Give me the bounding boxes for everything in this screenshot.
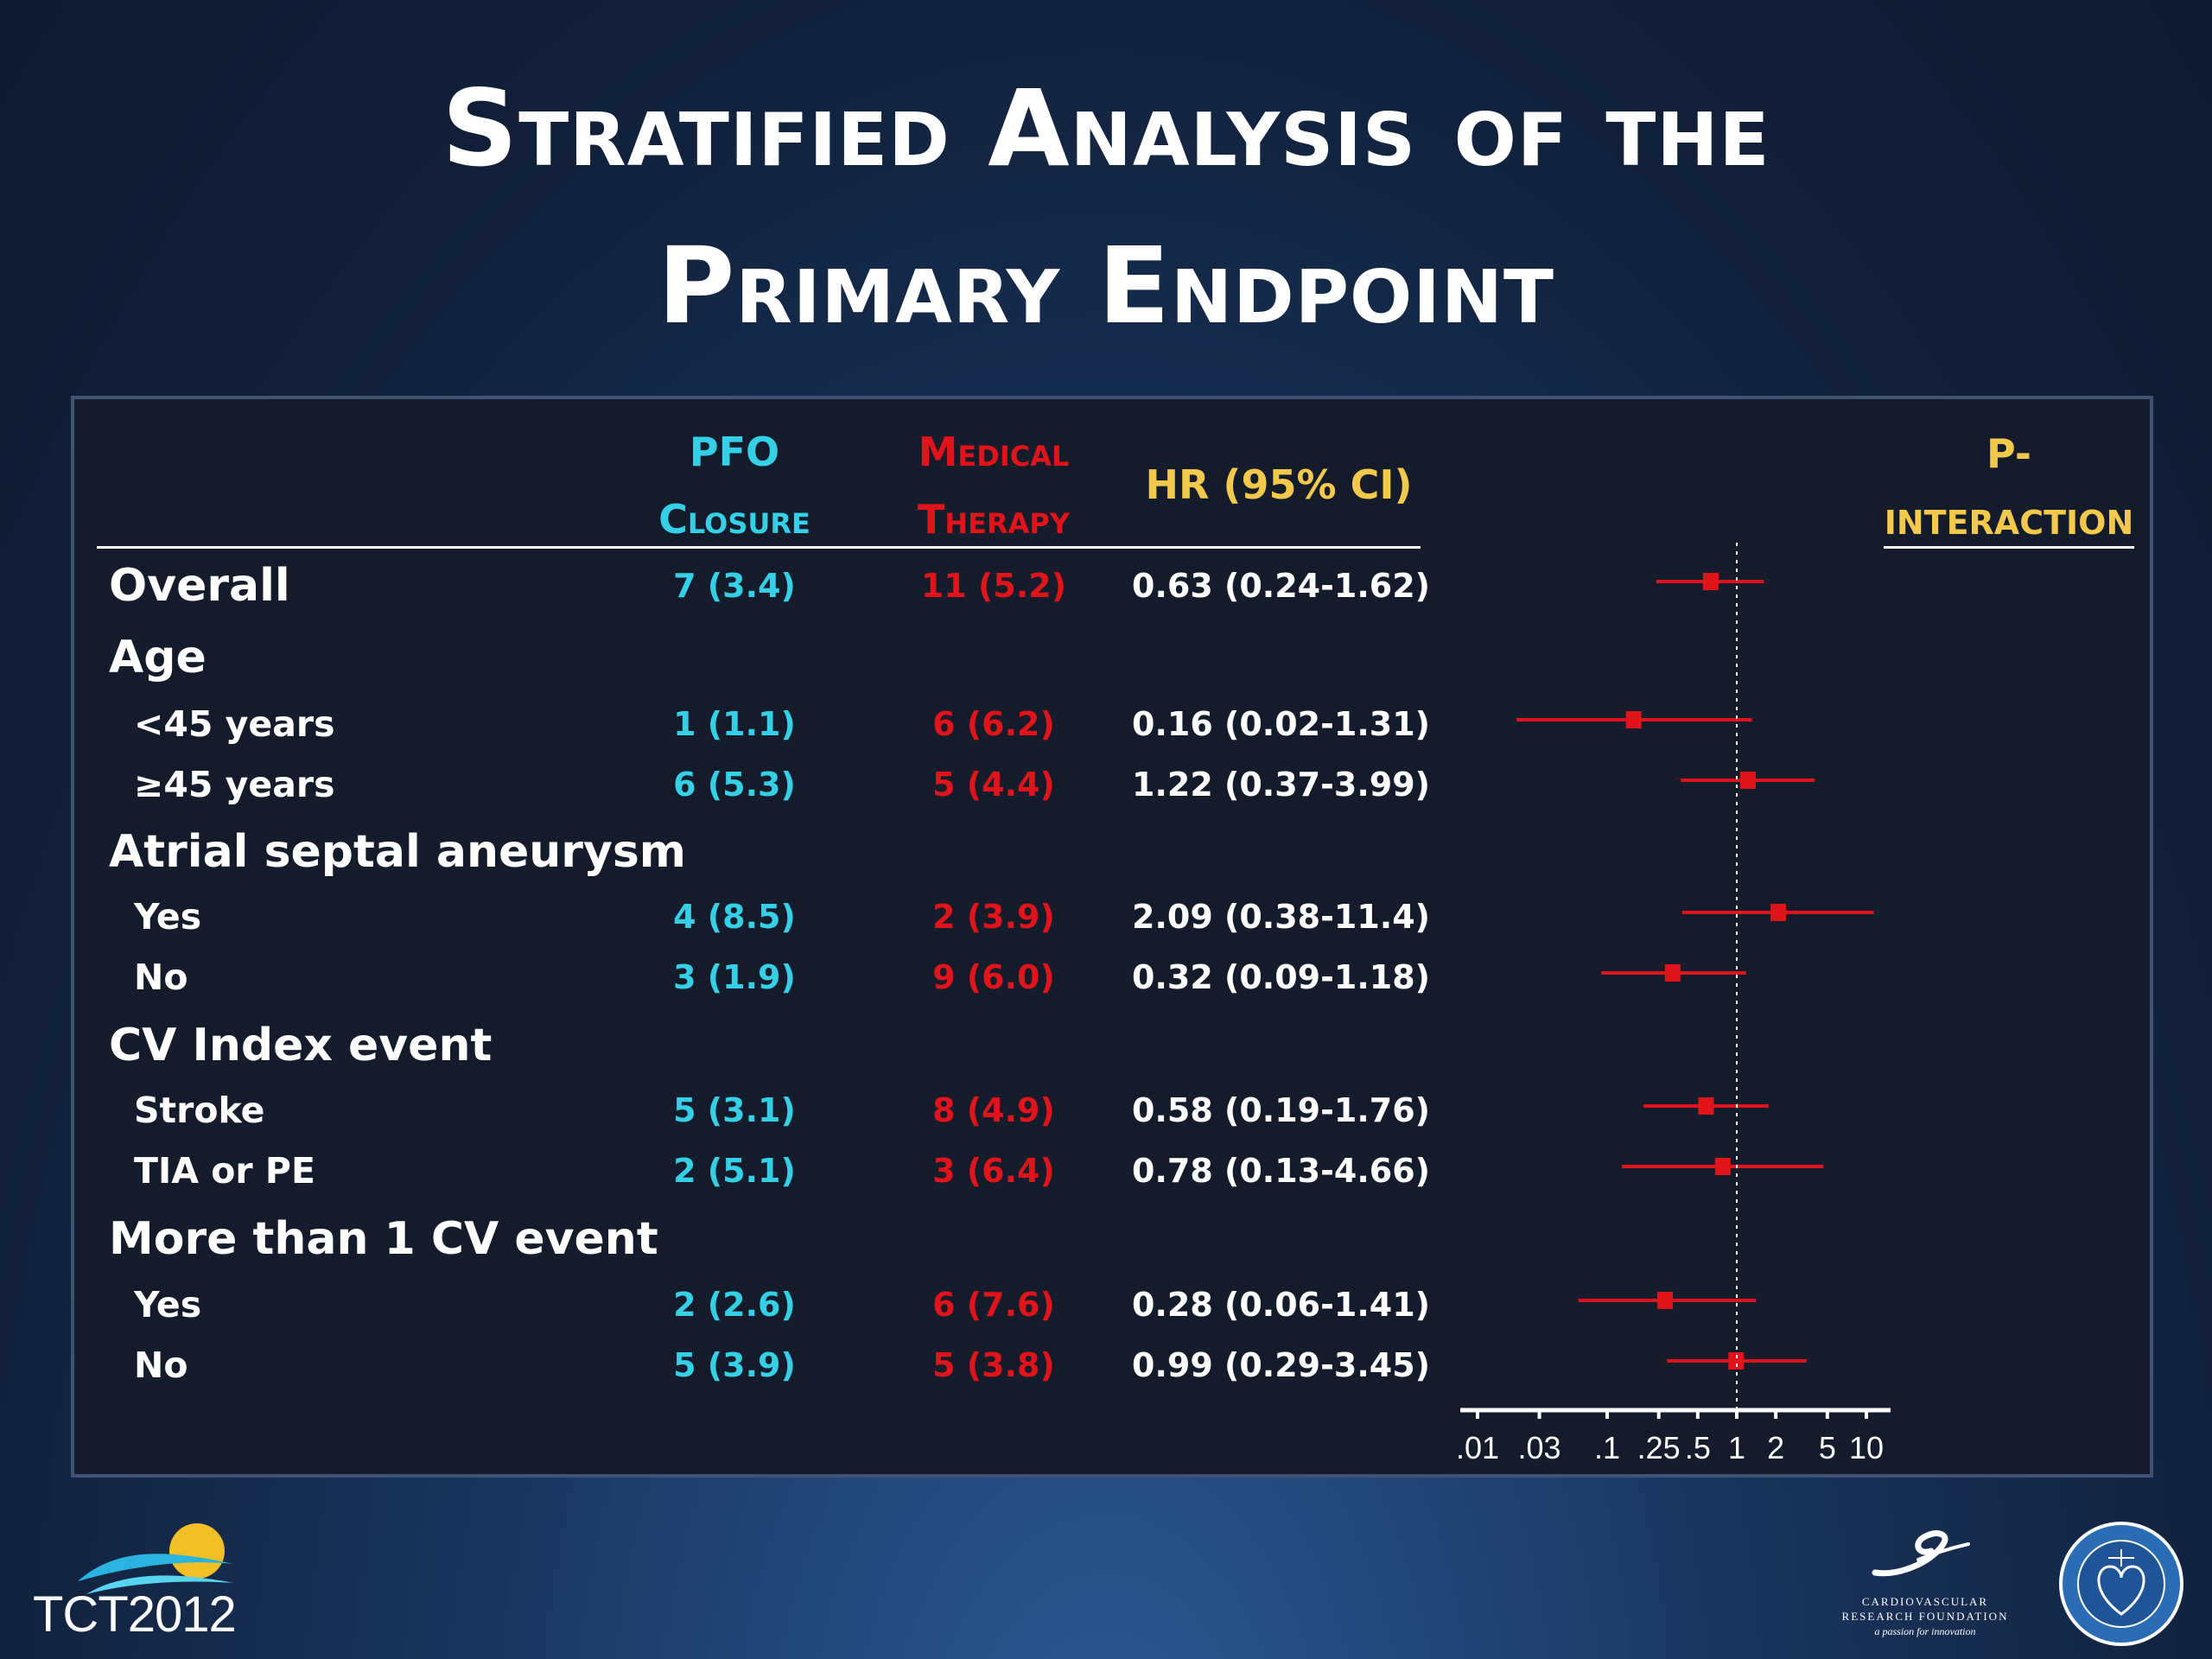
pfo-header-line1: PFO — [689, 429, 780, 475]
row-label: Atrial septal aneurysm — [109, 826, 686, 878]
pfo-value: 6 (5.3) — [673, 766, 796, 804]
medical-value: 3 (6.4) — [932, 1152, 1055, 1190]
row-label: CV Index event — [109, 1020, 493, 1071]
tct-wave-logo-icon — [78, 1523, 233, 1594]
forest-plot-panel — [71, 396, 2153, 1478]
x-axis-tick-label: .25 — [1637, 1430, 1681, 1465]
pfo-value: 2 (2.6) — [673, 1286, 796, 1324]
x-axis-tick-label: .5 — [1685, 1430, 1711, 1465]
slide-title-line2: Primary Endpoint — [657, 225, 1555, 347]
x-axis-tick-label: .01 — [1456, 1430, 1499, 1465]
medical-header-line1: Medical — [918, 429, 1070, 475]
medical-value: 9 (6.0) — [932, 958, 1055, 996]
row-label: Age — [109, 632, 207, 683]
medical-value: 8 (4.9) — [932, 1091, 1055, 1129]
medical-value: 5 (4.4) — [932, 766, 1055, 804]
p-interaction-header-line2: interaction — [1884, 504, 2134, 542]
pfo-value: 2 (5.1) — [673, 1152, 796, 1190]
hr-ci-value: 0.99 (0.29-3.45) — [1132, 1346, 1431, 1384]
row-label: Yes — [134, 1284, 202, 1325]
row-label: <45 years — [134, 703, 335, 745]
hr-header: HR (95% CI) — [1145, 461, 1413, 508]
x-axis-tick-label: 1 — [1728, 1430, 1745, 1465]
row-label: More than 1 CV event — [109, 1213, 658, 1265]
acc-seal-icon — [2059, 1522, 2183, 1646]
hr-point-marker — [1770, 904, 1787, 921]
row-label: No — [134, 957, 188, 998]
hr-point-marker — [1657, 1292, 1674, 1309]
crf-swirl-icon — [1872, 1530, 1970, 1577]
hr-ci-value: 0.78 (0.13-4.66) — [1132, 1152, 1431, 1190]
crf-line1: CARDIOVASCULAR — [1861, 1595, 1989, 1608]
pfo-value: 7 (3.4) — [673, 567, 796, 605]
x-axis-tick-label: 10 — [1849, 1430, 1884, 1465]
medical-value: 5 (3.8) — [932, 1346, 1055, 1384]
hr-ci-value: 2.09 (0.38-11.4) — [1132, 898, 1431, 936]
slide-title-line1: Stratified Analysis of the — [442, 67, 1770, 190]
hr-ci-value: 0.63 (0.24-1.62) — [1132, 567, 1431, 605]
p-interaction-header-rule — [1884, 546, 2134, 549]
medical-value: 2 (3.9) — [932, 898, 1055, 936]
row-label: TIA or PE — [134, 1150, 315, 1192]
crf-tagline: a passion for innovation — [1874, 1625, 1976, 1637]
x-axis-tick-label: 2 — [1767, 1430, 1784, 1465]
pfo-value: 5 (3.1) — [673, 1091, 796, 1129]
pfo-value: 5 (3.9) — [673, 1346, 796, 1384]
hr-point-marker — [1739, 772, 1756, 789]
pfo-value: 3 (1.9) — [673, 958, 796, 996]
pfo-header-line2: Closure — [658, 496, 810, 543]
pfo-value: 4 (8.5) — [673, 898, 796, 936]
medical-value: 6 (7.6) — [932, 1286, 1055, 1324]
x-axis-tick-label: .03 — [1518, 1430, 1561, 1465]
hr-point-marker — [1714, 1158, 1731, 1175]
hr-point-marker — [1728, 1352, 1745, 1370]
row-label: Stroke — [134, 1090, 265, 1131]
x-axis-tick-label: .1 — [1594, 1430, 1620, 1465]
hr-ci-value: 0.32 (0.09-1.18) — [1132, 958, 1431, 996]
hr-point-marker — [1698, 1097, 1714, 1115]
p-interaction-header-line1: P- — [1986, 430, 2031, 477]
tct-logo-text: TCT2012 — [33, 1586, 237, 1643]
hr-point-marker — [1702, 573, 1719, 590]
x-axis-tick-label: 5 — [1819, 1430, 1836, 1465]
row-label: ≥45 years — [134, 764, 335, 805]
row-label: Yes — [134, 896, 202, 938]
hr-ci-value: 1.22 (0.37-3.99) — [1132, 766, 1431, 804]
medical-header-line2: Therapy — [917, 496, 1071, 543]
crf-line2: RESEARCH FOUNDATION — [1841, 1610, 2009, 1623]
hr-ci-value: 0.16 (0.02-1.31) — [1132, 705, 1431, 743]
table-header-rule — [97, 546, 1421, 549]
pfo-value: 1 (1.1) — [673, 705, 796, 743]
medical-value: 6 (6.2) — [932, 705, 1055, 743]
hr-point-marker — [1664, 964, 1681, 982]
row-label: No — [134, 1344, 188, 1386]
hr-ci-value: 0.58 (0.19-1.76) — [1132, 1091, 1431, 1129]
row-label: Overall — [109, 560, 290, 612]
hr-ci-value: 0.28 (0.06-1.41) — [1132, 1286, 1431, 1324]
hr-point-marker — [1625, 711, 1642, 728]
medical-value: 11 (5.2) — [920, 567, 1067, 605]
